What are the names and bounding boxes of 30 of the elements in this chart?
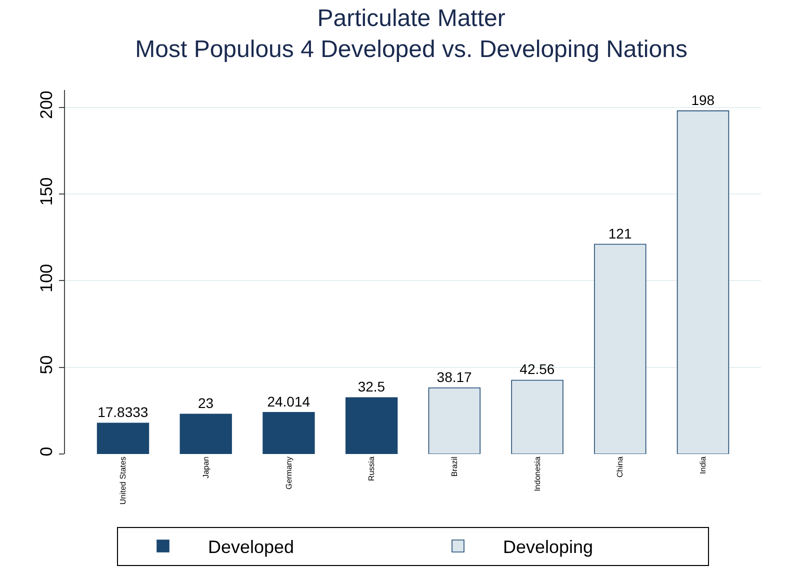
bar	[428, 387, 481, 454]
data-label: 198	[691, 92, 715, 108]
x-tick-label: Japan	[201, 456, 210, 478]
data-label: 38.17	[436, 368, 472, 385]
x-tick-label: China	[616, 456, 625, 478]
bar	[511, 380, 564, 454]
x-tick-label: Brazil	[450, 456, 460, 477]
data-label: 42.56	[520, 361, 555, 378]
x-tick-label: Russia	[367, 456, 376, 482]
data-label: 17.8333	[98, 404, 148, 420]
bar	[345, 397, 398, 454]
y-tick-label: 0	[37, 446, 56, 456]
data-label: 23	[198, 395, 214, 412]
legend-label: Developing	[503, 537, 594, 558]
y-tick-label: 50	[37, 355, 56, 374]
chart-title: Particulate Matter Most Populous 4 Developed vs. Developing Nations	[135, 5, 688, 64]
x-tick-label: Indonesia	[532, 456, 542, 492]
data-label: 24.014	[267, 393, 310, 410]
data-label: 121	[608, 225, 632, 242]
x-tick-label: United States	[118, 456, 128, 505]
legend-label: Developed	[208, 537, 294, 558]
y-tick-label: 150	[37, 177, 56, 206]
y-tick-label: 100	[37, 264, 56, 292]
x-tick-label: Germany	[284, 456, 294, 490]
bar	[180, 414, 232, 454]
bar	[96, 422, 150, 454]
bar	[262, 412, 315, 454]
data-label: 32.5	[358, 378, 386, 395]
x-tick-label: India	[698, 456, 708, 474]
y-tick-label: 200	[37, 90, 56, 119]
